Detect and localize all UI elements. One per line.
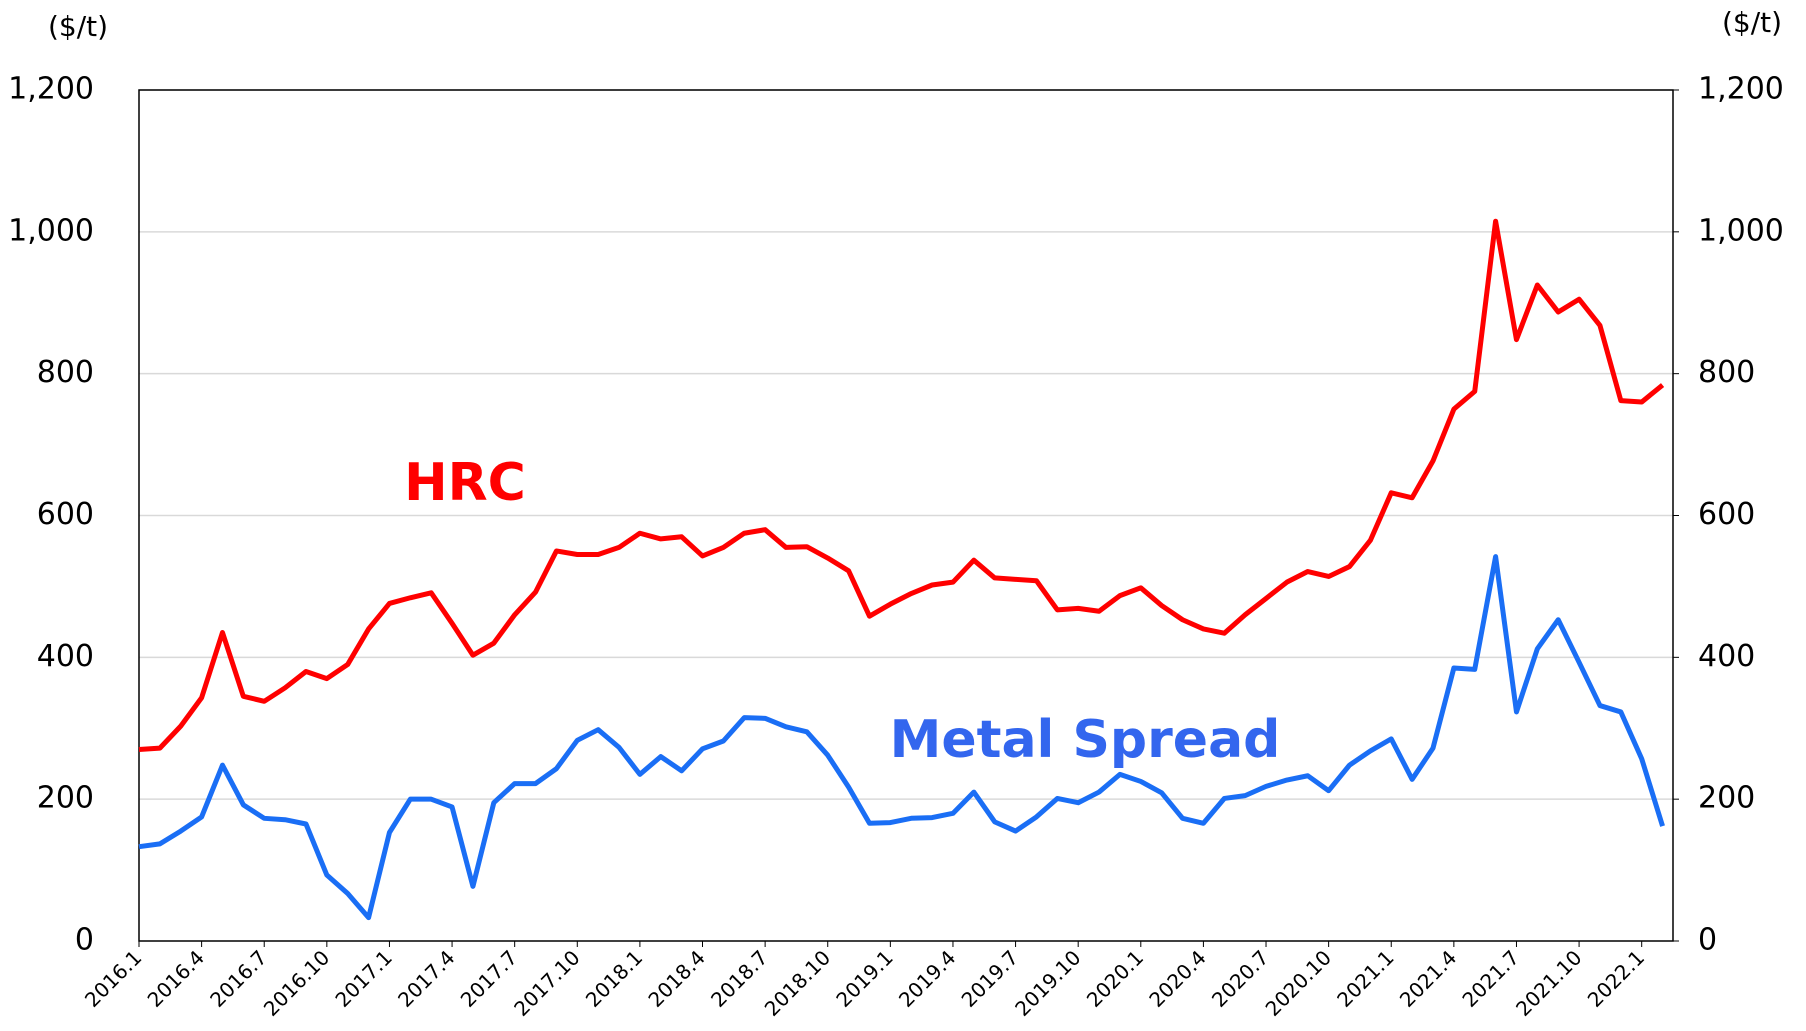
x-tick-label: 2020.10 bbox=[1261, 945, 1336, 1020]
x-tick-label: 2021.10 bbox=[1511, 945, 1586, 1020]
y-tick-label: 400 bbox=[37, 639, 94, 674]
line-series bbox=[138, 554, 1665, 921]
y-tick-label: 1,200 bbox=[8, 72, 94, 107]
y2-axis-unit: ($/t) bbox=[1722, 6, 1782, 39]
y2-tick-label: 200 bbox=[1698, 781, 1755, 816]
y-tick-label: 600 bbox=[37, 497, 94, 532]
y-tick-label: 1,000 bbox=[8, 213, 94, 248]
y2-tick-label: 400 bbox=[1698, 639, 1755, 674]
x-tick-label: 2019.10 bbox=[1010, 945, 1085, 1020]
y-tick-label: 200 bbox=[37, 781, 94, 816]
y2-tick-label: 1,000 bbox=[1698, 213, 1784, 248]
y2-tick-label: 600 bbox=[1698, 497, 1755, 532]
y-axis-unit: ($/t) bbox=[48, 10, 108, 43]
x-tick-label: 2021.4 bbox=[1395, 945, 1461, 1011]
x-tick-label: 2018.10 bbox=[760, 945, 835, 1020]
x-tick-label: 2020.4 bbox=[1144, 945, 1210, 1011]
y-tick-label: 800 bbox=[37, 355, 94, 390]
x-tick-label: 2016.4 bbox=[143, 945, 209, 1011]
x-tick-label: 2019.1 bbox=[831, 945, 897, 1011]
x-tick-label: 2018.4 bbox=[643, 945, 709, 1011]
x-tick-label: 2019.4 bbox=[894, 945, 960, 1011]
plot-frame bbox=[138, 89, 1674, 942]
y2-tick-label: 0 bbox=[1698, 923, 1717, 958]
y2-tick-label: 1,200 bbox=[1698, 72, 1784, 107]
x-tick-label: 2017.1 bbox=[330, 945, 396, 1011]
x-tick-label: 2017.10 bbox=[509, 945, 584, 1020]
x-tick-label: 2018.1 bbox=[581, 945, 647, 1011]
x-tick-label: 2022.1 bbox=[1583, 945, 1649, 1011]
x-tick-label: 2020.1 bbox=[1082, 945, 1148, 1011]
y2-tick-label: 800 bbox=[1698, 355, 1755, 390]
x-tick-label: 2021.1 bbox=[1332, 945, 1398, 1011]
y-tick-label: 0 bbox=[75, 923, 94, 958]
x-tick-label: 2016.10 bbox=[259, 945, 334, 1020]
x-tick-label: 2017.4 bbox=[393, 945, 459, 1011]
series-label: Metal Spread bbox=[890, 710, 1281, 770]
series-label: HRC bbox=[404, 453, 526, 513]
line-series bbox=[138, 218, 1665, 753]
